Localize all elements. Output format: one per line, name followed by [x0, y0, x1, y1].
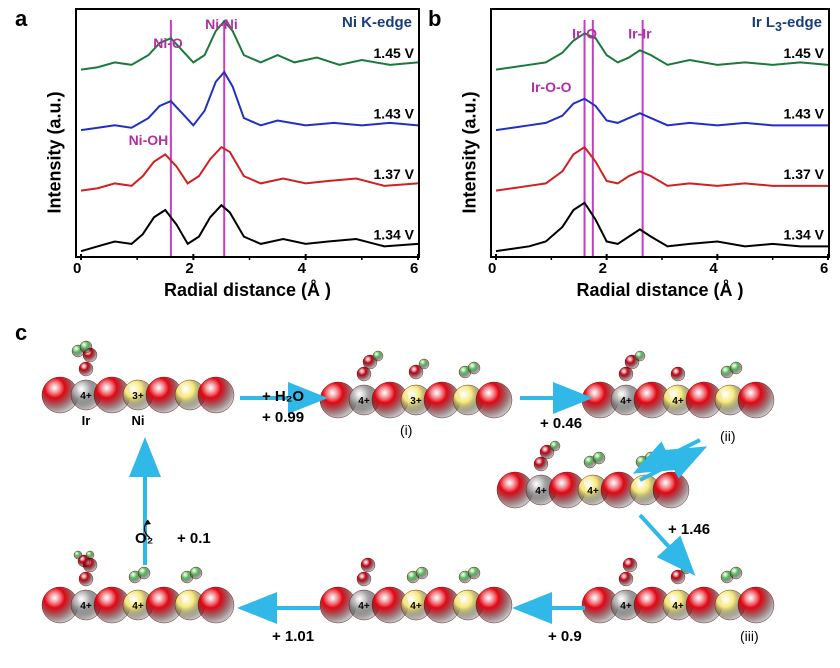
xtick: 4 — [298, 260, 306, 277]
svg-text:4+: 4+ — [672, 601, 684, 612]
svg-text:Ni-Ni: Ni-Ni — [205, 16, 238, 32]
panel-a-label: a — [15, 6, 27, 32]
svg-text:Ni: Ni — [132, 413, 145, 428]
reaction-step: + 1.01 — [272, 628, 314, 645]
panel-a-ylabel: Intensity (a.u.) — [45, 54, 66, 214]
panel-a-edge: Ni K-edge — [342, 14, 412, 31]
svg-text:Ir-O-O: Ir-O-O — [531, 79, 572, 95]
panel-b-plot: 1.45 V1.43 V1.37 V1.34 VIr-OIr-IrIr-O-O … — [490, 8, 830, 258]
svg-text:4+: 4+ — [410, 601, 422, 612]
svg-text:4+: 4+ — [80, 391, 92, 402]
svg-text:4+: 4+ — [620, 601, 632, 612]
svg-text:1.37 V: 1.37 V — [374, 166, 415, 182]
svg-text:4+: 4+ — [358, 396, 370, 407]
svg-text:Ni-O: Ni-O — [153, 35, 183, 51]
svg-text:1.43 V: 1.43 V — [374, 105, 415, 121]
state-label: (ii) — [720, 428, 736, 444]
xtick: 6 — [820, 260, 828, 277]
svg-text:4+: 4+ — [358, 601, 370, 612]
svg-text:4+: 4+ — [587, 486, 599, 497]
svg-text:1.34 V: 1.34 V — [784, 226, 825, 242]
xtick: 0 — [488, 260, 496, 277]
panel-b-edge: Ir L3-edge — [752, 14, 822, 34]
reaction-step: + 0.99 — [262, 409, 304, 426]
svg-text:4+: 4+ — [620, 396, 632, 407]
state-label: (i) — [400, 422, 412, 438]
svg-text:1.43 V: 1.43 V — [784, 105, 825, 121]
panel-a-xlabel: Radial distance (Å ) — [75, 280, 420, 301]
svg-text:4+: 4+ — [80, 601, 92, 612]
svg-text:1.45 V: 1.45 V — [784, 45, 825, 61]
panel-b-label: b — [428, 6, 441, 32]
svg-text:3+: 3+ — [410, 396, 422, 407]
reaction-step: + 0.1 — [177, 530, 211, 547]
reaction-step: + H₂O — [262, 388, 304, 405]
svg-text:1.37 V: 1.37 V — [784, 166, 825, 182]
svg-text:Ir: Ir — [82, 413, 91, 428]
reaction-step: + 0.46 — [540, 415, 582, 432]
panel-b-chart: Intensity (a.u.) 1.45 V 1.43 V 1.37 V 1.34 … — [445, 8, 840, 308]
panel-a-plot: 1.45 V 1.43 V 1.37 V 1.34 V Ni-O Ni-Ni Ni-OH N… — [75, 8, 420, 258]
svg-text:1.45 V: 1.45 V — [374, 45, 415, 61]
panel-a-chart: Intensity (a.u.) 1.45 V 1.43 V 1.37 V 1.34 … — [30, 8, 425, 308]
xtick: 2 — [599, 260, 607, 277]
reaction-step: + 1.46 — [668, 521, 710, 538]
reaction-step: + 0.9 — [548, 628, 582, 645]
svg-text:4+: 4+ — [535, 486, 547, 497]
svg-text:4+: 4+ — [672, 396, 684, 407]
xtick: 4 — [709, 260, 717, 277]
svg-text:3+: 3+ — [132, 391, 144, 402]
svg-text:1.34 V: 1.34 V — [374, 226, 415, 242]
svg-text:Ir-O: Ir-O — [572, 26, 597, 42]
panel-b-ylabel: Intensity (a.u.) — [460, 54, 481, 214]
xtick: 2 — [185, 260, 193, 277]
state-label: (iii) — [740, 628, 759, 644]
reaction-step: O₂ — [135, 530, 153, 547]
xtick: 0 — [73, 260, 81, 277]
xtick: 6 — [410, 260, 418, 277]
svg-text:Ir-Ir: Ir-Ir — [628, 26, 652, 42]
panel-b-xlabel: Radial distance (Å ) — [490, 280, 830, 301]
svg-text:4+: 4+ — [132, 601, 144, 612]
panel-c-cycle: 4+ 3+ Ir Ni 4+ 3+ 4+ 4+ 4+ 4+ 4+ 4+ 4+ 4+ 4+ 4+ — [0, 320, 840, 668]
svg-text:Ni-OH: Ni-OH — [129, 132, 169, 148]
